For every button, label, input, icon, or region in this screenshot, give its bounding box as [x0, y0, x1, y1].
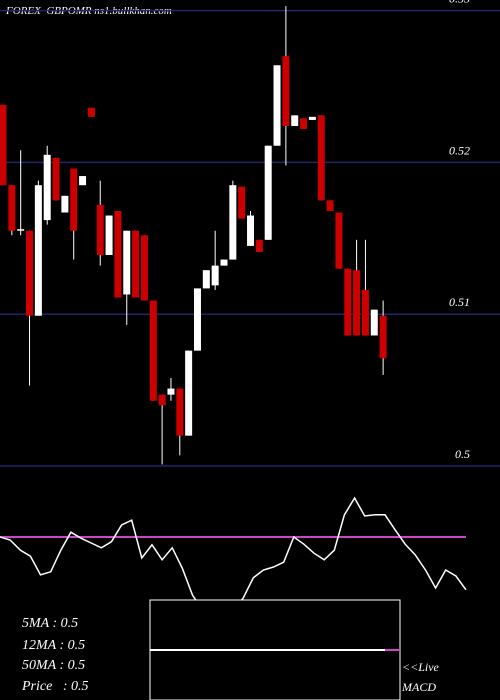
candle-body: [238, 186, 246, 219]
candle-body: [300, 118, 308, 130]
annotation: Price : 0.5: [21, 679, 88, 694]
candle-body: [247, 215, 255, 246]
candle-body: [317, 115, 325, 201]
candle-body: [43, 154, 51, 221]
candle-body: [255, 239, 263, 252]
annotation: 50MA : 0.5: [22, 658, 85, 673]
candle-body: [193, 288, 201, 351]
candle-body: [353, 270, 361, 336]
candle-body: [370, 309, 378, 336]
candle-body: [70, 168, 78, 231]
candle-body: [34, 185, 42, 316]
candle-body: [202, 270, 210, 289]
candle-body: [140, 235, 148, 301]
candle-body: [185, 350, 193, 436]
candle-body: [149, 300, 157, 401]
candle-body: [52, 157, 60, 201]
candle-body: [291, 115, 299, 126]
candle-body: [273, 65, 281, 146]
candle-body: [379, 315, 387, 359]
candle-body: [282, 56, 290, 126]
candle-body: [229, 185, 237, 260]
candle-body: [158, 394, 166, 406]
annotation: MACD: [401, 680, 436, 694]
candle-body: [26, 230, 34, 316]
candle-body: [335, 212, 343, 269]
annotation: 12MA : 0.5: [22, 638, 85, 653]
y-tick-label: 0.52: [449, 143, 470, 157]
candle-body: [61, 195, 69, 213]
candle-body: [361, 289, 369, 336]
y-tick-label: 0.53: [449, 0, 470, 6]
candle-body: [8, 185, 16, 231]
candle-body: [79, 176, 87, 186]
candle-body: [105, 215, 113, 256]
y-tick-label: 0.51: [449, 295, 470, 309]
candle-body: [132, 230, 140, 298]
candle-body: [87, 107, 95, 117]
candle-body: [123, 230, 131, 295]
candle-body: [96, 204, 104, 256]
y-tick-label: 0.5: [455, 447, 470, 461]
annotation: <<Live: [402, 660, 440, 674]
candle-body: [211, 265, 219, 286]
candle-body: [326, 200, 334, 211]
candle-body: [264, 145, 272, 240]
candle-body: [0, 104, 7, 186]
candle-body: [17, 229, 25, 231]
candle-body: [114, 210, 122, 298]
annotation: 5MA : 0.5: [22, 616, 78, 631]
candle-body: [344, 268, 352, 336]
candle-body: [167, 388, 175, 395]
candle-body: [308, 116, 316, 120]
candle-body: [176, 388, 184, 436]
candle-body: [220, 259, 228, 266]
